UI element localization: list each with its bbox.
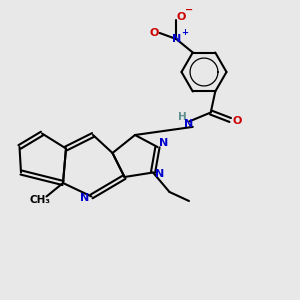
Text: O: O	[150, 28, 159, 38]
Text: −: −	[185, 5, 193, 15]
Text: N: N	[172, 34, 181, 44]
Text: N: N	[160, 138, 169, 148]
Text: N: N	[80, 193, 89, 203]
Text: +: +	[181, 28, 188, 37]
Text: H: H	[178, 112, 187, 122]
Text: O: O	[177, 11, 186, 22]
Text: O: O	[232, 116, 242, 127]
Text: N: N	[155, 169, 164, 179]
Text: N: N	[184, 119, 193, 130]
Text: CH₃: CH₃	[29, 195, 50, 205]
